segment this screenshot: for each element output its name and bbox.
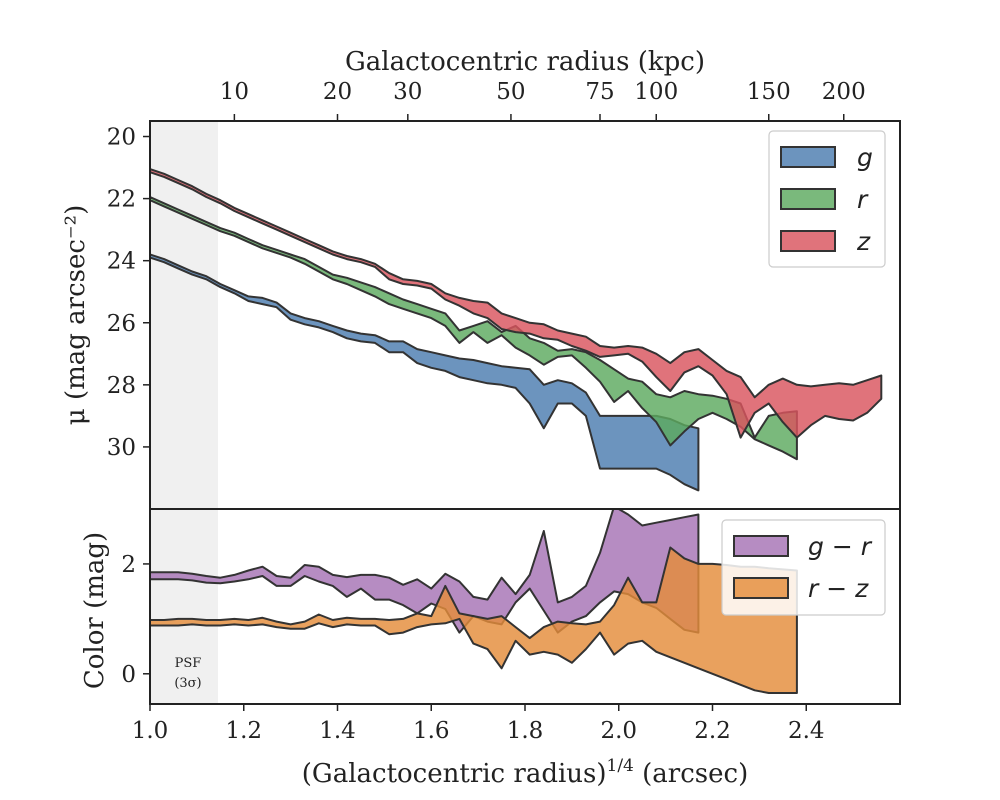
legend-swatch-z xyxy=(780,230,836,252)
legend-label-g: g xyxy=(857,143,873,172)
xtick-label: 1.0 xyxy=(132,718,169,744)
top-tick-label: 30 xyxy=(393,79,422,105)
xtick-label: 2.0 xyxy=(600,718,637,744)
xtick-label: 1.4 xyxy=(319,718,356,744)
band-r-z xyxy=(150,546,798,694)
legend-top: grz xyxy=(768,130,886,268)
legend-label-z: z xyxy=(856,227,871,256)
legend-bottom: g − r r − z xyxy=(721,519,886,616)
band-z xyxy=(150,168,883,439)
color-axis-label: Color (mag) xyxy=(80,532,110,689)
surface-brightness-panel: 20 22 24 26 28 30 10 20 30 50 75 100 150 200 Galactoce… xyxy=(61,47,901,510)
top-tick-label: 150 xyxy=(747,79,791,105)
top-axis-label: Galactocentric radius (kpc) xyxy=(345,47,705,77)
top-bands xyxy=(150,168,883,492)
ytick-label: 30 xyxy=(107,435,136,461)
band-g xyxy=(150,253,700,492)
top-tick-label: 20 xyxy=(323,79,352,105)
legend-swatch-r-z xyxy=(733,577,789,599)
legend-swatch-r xyxy=(780,188,836,210)
top-tick-label: 10 xyxy=(220,79,249,105)
ytick-label: 28 xyxy=(107,373,136,399)
ytick-label: 2 xyxy=(121,552,136,578)
psf-region-bottom xyxy=(150,509,218,704)
xtick-label: 1.2 xyxy=(225,718,262,744)
ytick-label: 20 xyxy=(107,125,136,151)
psf-label: PSF xyxy=(175,656,202,671)
ytick-label: 26 xyxy=(107,311,136,337)
color-panel: PSF (3σ) 0 2 1.0 1.2 1.4 1.6 1.8 2.0 2.2 2.4 (Galact… xyxy=(80,508,901,789)
ytick-label: 0 xyxy=(121,662,136,688)
legend-label-r: r xyxy=(857,185,869,214)
top-tick-label: 100 xyxy=(634,79,678,105)
xtick-label: 1.6 xyxy=(413,718,450,744)
x-axis-label: (Galactocentric radius)1/4 (arcsec) xyxy=(302,756,748,789)
psf-region-top xyxy=(150,121,218,509)
y-axis-label: μ (mag arcsec⁻²) xyxy=(61,205,91,425)
top-tick-label: 200 xyxy=(822,79,866,105)
legend-label-g-r: g − r xyxy=(808,532,873,561)
band-r xyxy=(150,196,798,461)
xtick-label: 1.8 xyxy=(507,718,544,744)
xtick-label: 2.4 xyxy=(788,718,825,744)
legend-swatch-g-r xyxy=(733,535,789,557)
bottom-bands xyxy=(150,509,798,694)
ytick-label: 22 xyxy=(107,187,136,213)
ytick-label: 24 xyxy=(107,249,136,275)
top-tick-label: 50 xyxy=(496,79,525,105)
top-tick-label: 75 xyxy=(585,79,614,105)
xtick-label: 2.2 xyxy=(694,718,731,744)
legend-label-r-z: r − z xyxy=(808,574,869,603)
legend-swatch-g xyxy=(780,146,836,168)
psf-sigma-label: (3σ) xyxy=(174,676,201,691)
